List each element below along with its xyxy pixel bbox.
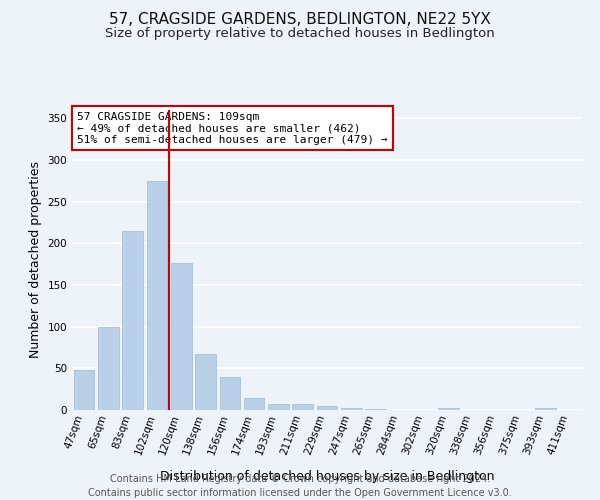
Bar bbox=[98, 326, 119, 410]
Text: 57 CRAGSIDE GARDENS: 109sqm
← 49% of detached houses are smaller (462)
51% of se: 57 CRAGSIDE GARDENS: 109sqm ← 49% of det… bbox=[77, 112, 388, 144]
Bar bbox=[220, 376, 240, 410]
Bar bbox=[268, 404, 289, 410]
Bar bbox=[146, 181, 167, 410]
Text: 57, CRAGSIDE GARDENS, BEDLINGTON, NE22 5YX: 57, CRAGSIDE GARDENS, BEDLINGTON, NE22 5… bbox=[109, 12, 491, 28]
Text: Size of property relative to detached houses in Bedlington: Size of property relative to detached ho… bbox=[105, 28, 495, 40]
X-axis label: Distribution of detached houses by size in Bedlington: Distribution of detached houses by size … bbox=[160, 470, 494, 482]
Bar bbox=[292, 404, 313, 410]
Text: Contains HM Land Registry data © Crown copyright and database right 2024.
Contai: Contains HM Land Registry data © Crown c… bbox=[88, 474, 512, 498]
Bar bbox=[244, 398, 265, 410]
Y-axis label: Number of detached properties: Number of detached properties bbox=[29, 162, 42, 358]
Bar bbox=[171, 264, 191, 410]
Bar bbox=[341, 408, 362, 410]
Bar bbox=[438, 408, 459, 410]
Bar bbox=[317, 406, 337, 410]
Bar bbox=[195, 354, 216, 410]
Bar bbox=[535, 408, 556, 410]
Bar bbox=[74, 370, 94, 410]
Bar bbox=[365, 409, 386, 410]
Bar bbox=[122, 231, 143, 410]
